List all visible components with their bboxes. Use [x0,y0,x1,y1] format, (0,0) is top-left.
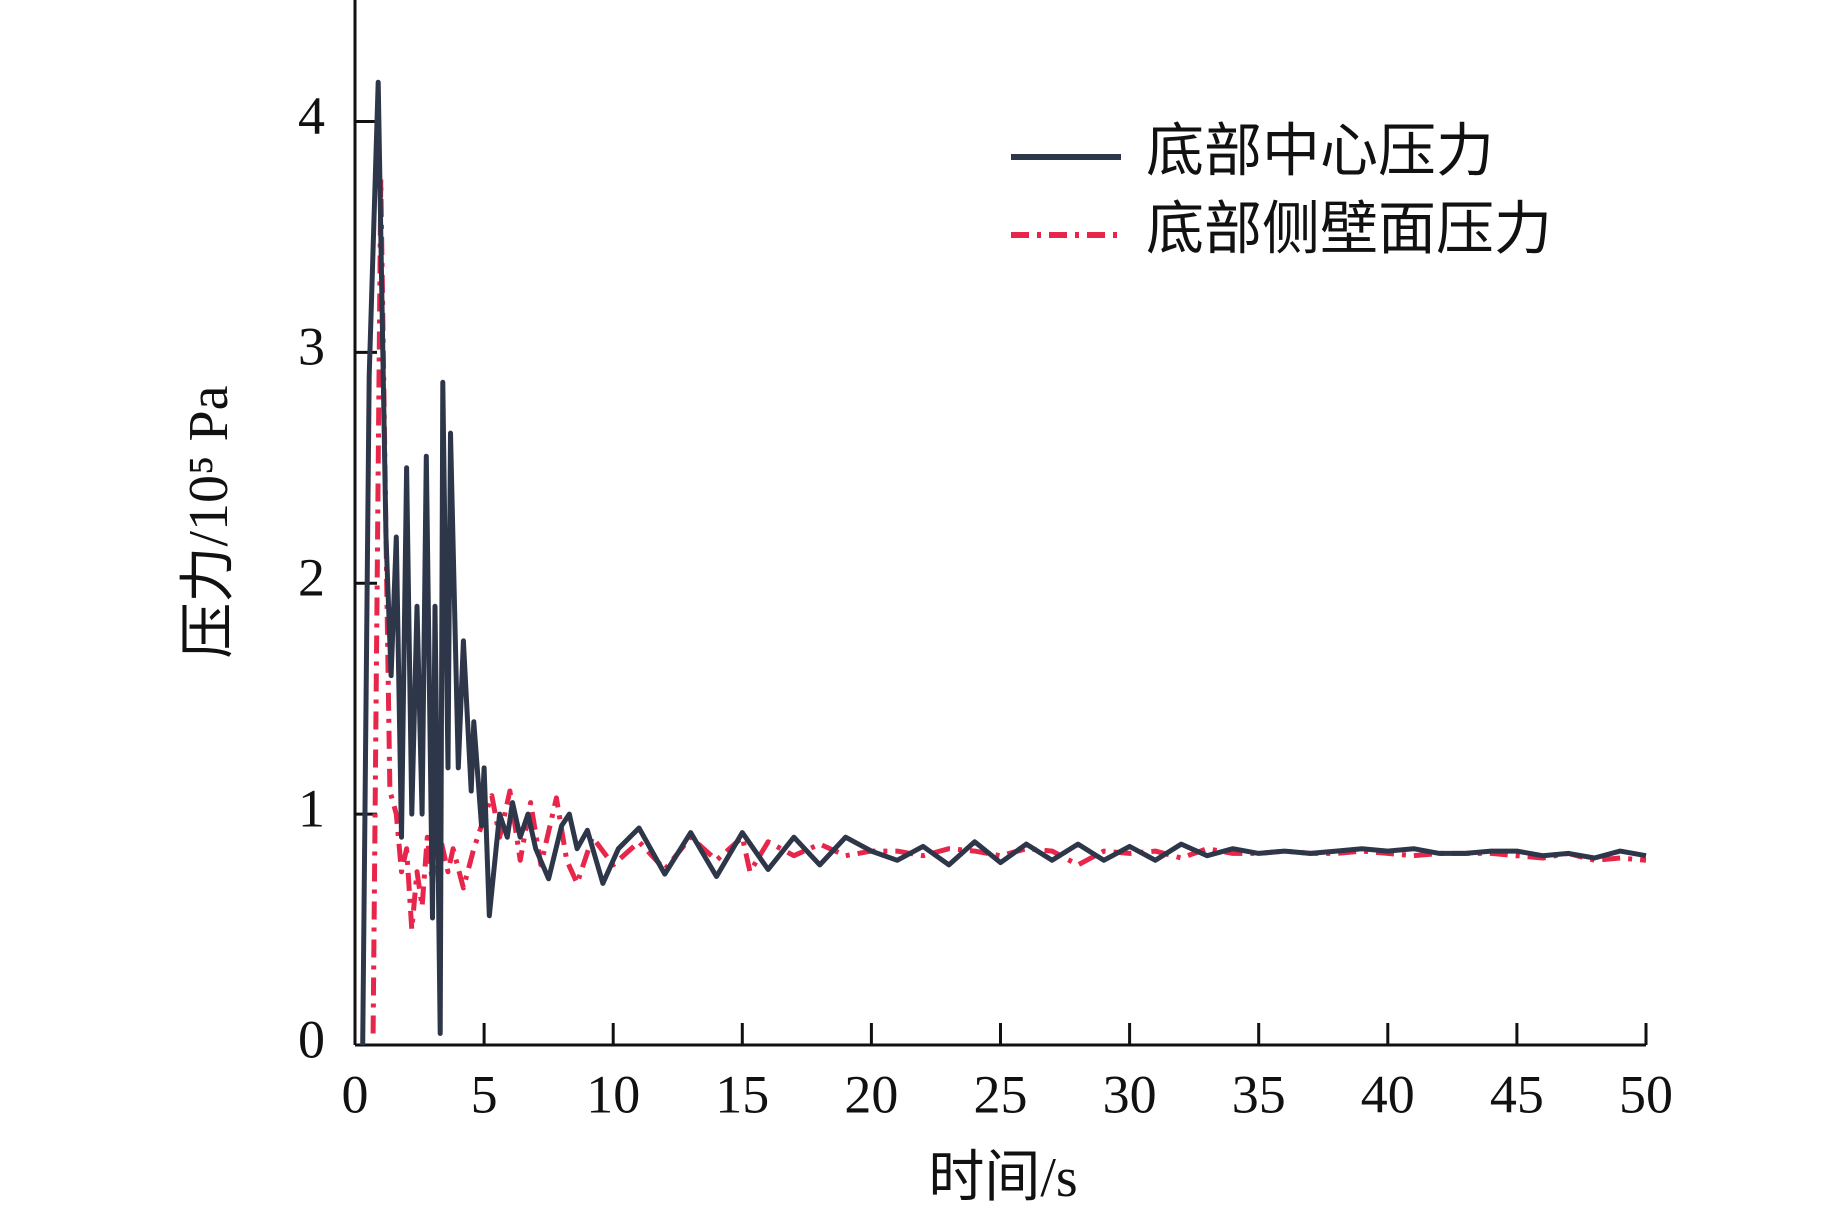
x-tick-label: 25 [974,1064,1028,1124]
x-tick-label: 20 [844,1064,898,1124]
x-axis-label: 时间/s [928,1147,1077,1209]
legend-label: 底部侧壁面压力 [1146,196,1552,261]
y-tick-label: 3 [298,317,325,377]
x-tick-label: 15 [715,1064,769,1124]
series-line [360,79,1647,1046]
x-tick-label: 5 [471,1064,498,1124]
x-tick-label: 45 [1490,1064,1544,1124]
x-tick-label: 50 [1619,1064,1673,1124]
x-tick-label: 10 [586,1064,640,1124]
series-line [370,176,1647,1034]
x-tick-label: 40 [1361,1064,1415,1124]
x-tick-label: 35 [1232,1064,1286,1124]
x-tick-label: 30 [1103,1064,1157,1124]
y-axis-label: 压力/10⁵ Pa [178,385,240,658]
y-tick-label: 0 [298,1009,325,1069]
y-tick-label: 4 [298,86,325,146]
y-tick-label: 1 [298,779,325,839]
y-tick-label: 2 [298,548,325,608]
x-tick-label: 0 [342,1064,369,1124]
legend-label: 底部中心压力 [1146,118,1494,183]
